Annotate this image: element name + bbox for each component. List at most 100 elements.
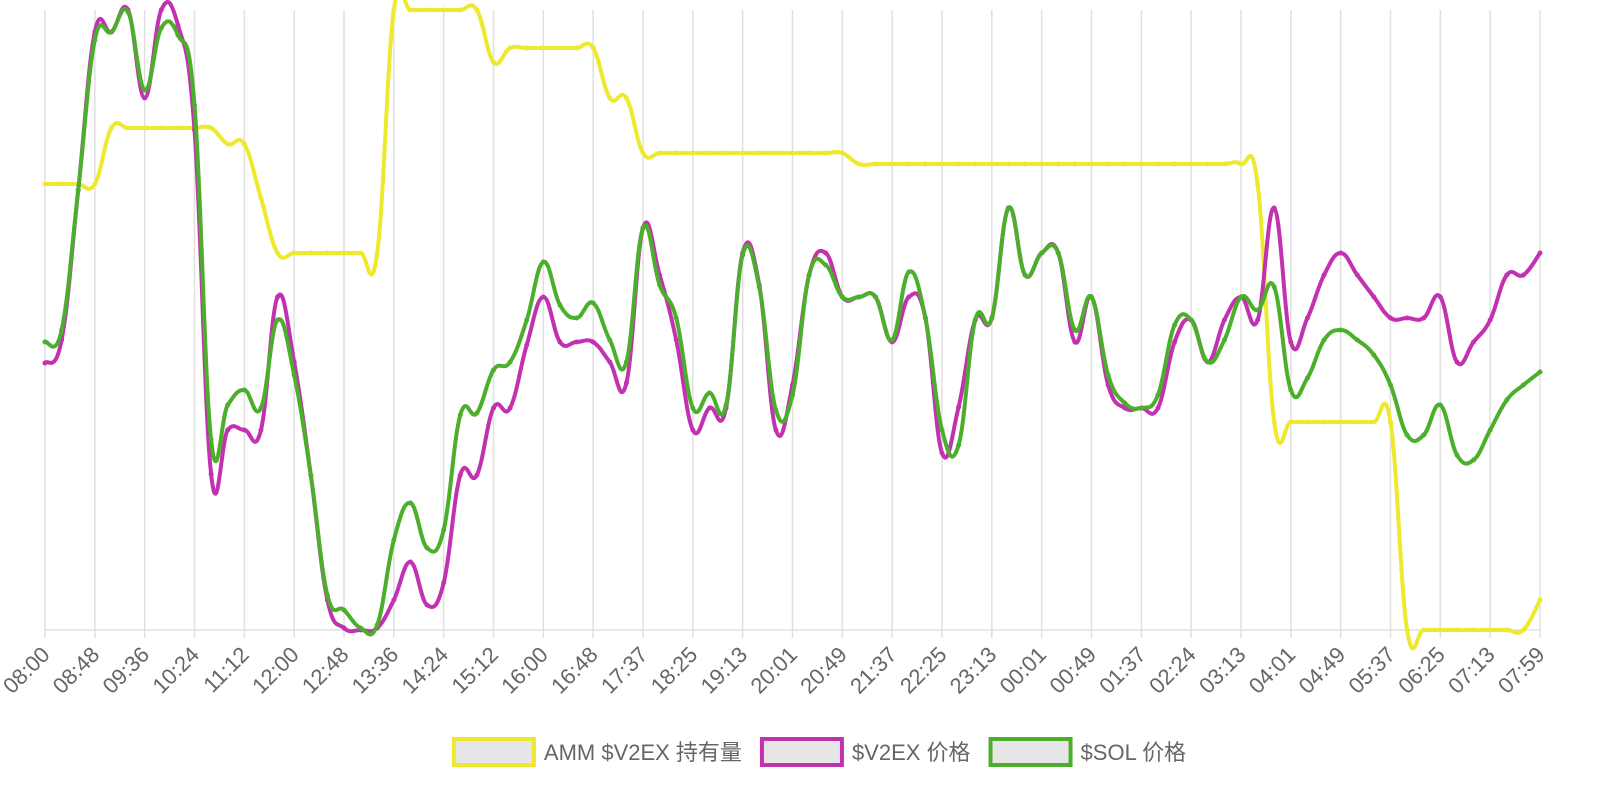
point	[158, 7, 164, 13]
point	[607, 95, 613, 101]
point	[258, 427, 264, 433]
point	[1520, 627, 1526, 633]
point	[225, 402, 231, 408]
point	[1388, 382, 1393, 388]
point	[706, 150, 712, 156]
point	[225, 427, 231, 433]
point	[590, 45, 596, 51]
point	[175, 22, 181, 28]
x-tick-label: 10:24	[147, 642, 204, 699]
point	[275, 317, 281, 323]
x-tick-label: 15:12	[446, 642, 503, 699]
x-tick-label: 04:01	[1244, 642, 1301, 699]
x-tick-label: 12:00	[247, 642, 304, 699]
point	[275, 294, 281, 300]
point	[706, 390, 712, 396]
point	[441, 7, 447, 13]
x-tick-label: 02:24	[1144, 642, 1201, 699]
point	[540, 294, 546, 300]
point	[424, 602, 430, 608]
point	[1089, 294, 1094, 300]
point	[690, 427, 696, 433]
point	[507, 405, 513, 411]
point	[607, 337, 613, 343]
point	[158, 125, 164, 131]
point	[1471, 457, 1477, 463]
point	[1221, 317, 1227, 323]
point	[1471, 339, 1477, 345]
point	[806, 272, 812, 278]
point	[142, 95, 148, 101]
point	[939, 427, 945, 433]
point	[889, 161, 895, 167]
point	[557, 339, 563, 345]
x-tick-label: 01:37	[1094, 642, 1151, 699]
x-tick-label: 04:49	[1294, 642, 1351, 699]
point	[922, 315, 928, 321]
point	[75, 187, 81, 193]
point	[1255, 307, 1261, 313]
point	[723, 402, 729, 408]
point	[574, 315, 580, 321]
point	[1471, 627, 1477, 633]
point	[1055, 250, 1061, 256]
point	[690, 405, 696, 411]
point	[574, 339, 580, 345]
point	[939, 450, 945, 456]
point	[524, 342, 530, 348]
point	[956, 404, 962, 410]
point	[407, 7, 413, 13]
point	[922, 161, 928, 167]
point	[1354, 272, 1360, 278]
x-tick-label: 16:48	[546, 642, 603, 699]
point	[407, 559, 413, 565]
point	[540, 45, 546, 51]
point	[1039, 161, 1045, 167]
x-tick-label: 16:00	[496, 642, 553, 699]
point	[806, 150, 812, 156]
point	[59, 181, 65, 187]
point	[391, 597, 397, 603]
point	[1421, 432, 1427, 438]
point	[192, 102, 197, 108]
point	[241, 141, 247, 147]
point	[590, 339, 596, 345]
point	[1388, 315, 1393, 321]
point	[158, 25, 164, 31]
x-tick-label: 14:24	[397, 642, 454, 699]
x-tick-label: 22:25	[895, 642, 952, 699]
legend-label: $V2EX 价格	[852, 740, 971, 765]
point	[1437, 402, 1443, 408]
point	[1155, 392, 1161, 398]
point	[1437, 627, 1443, 633]
point	[557, 45, 563, 51]
point	[1404, 315, 1410, 321]
x-tick-label: 07:59	[1493, 642, 1550, 699]
point	[1288, 387, 1294, 393]
point	[208, 125, 214, 131]
point	[308, 250, 314, 256]
point	[108, 29, 114, 35]
point	[657, 282, 663, 288]
point	[790, 150, 795, 156]
point	[540, 259, 546, 265]
point	[507, 359, 513, 365]
point	[673, 315, 679, 321]
point	[972, 161, 978, 167]
point	[906, 294, 912, 300]
point	[756, 284, 762, 290]
point	[1205, 161, 1211, 167]
point	[474, 472, 480, 478]
point	[673, 150, 679, 156]
point	[1454, 452, 1460, 458]
point	[457, 472, 463, 478]
x-tick-label: 07:13	[1443, 642, 1500, 699]
legend-label: $SOL 价格	[1081, 740, 1187, 765]
x-tick-label: 17:37	[596, 642, 653, 699]
point	[1122, 405, 1128, 411]
point	[491, 367, 496, 373]
point	[1271, 284, 1277, 290]
point	[1504, 397, 1510, 403]
point	[441, 527, 447, 533]
point	[324, 592, 330, 598]
